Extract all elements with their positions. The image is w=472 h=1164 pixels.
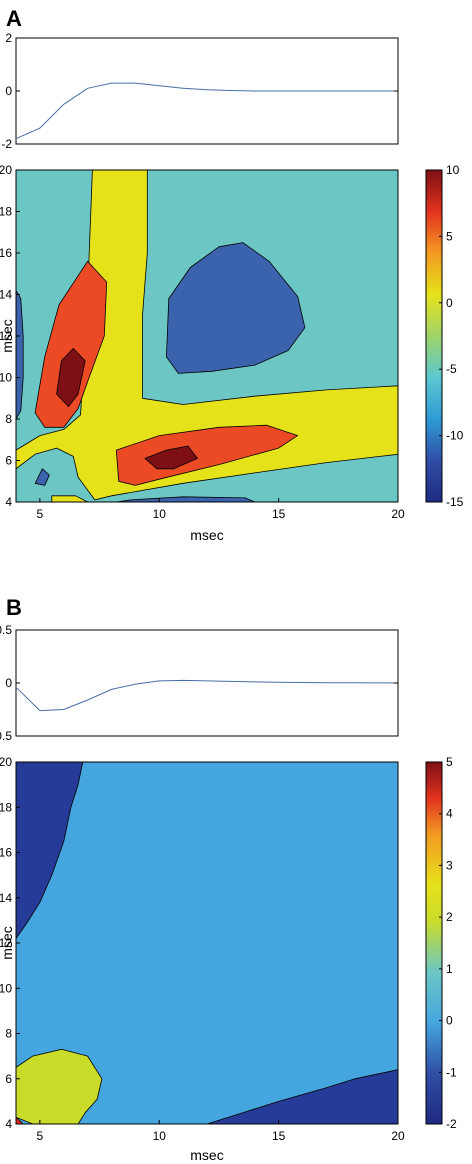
panel-b-line-series	[15, 679, 399, 712]
panel-b-contour-xtick-label: 20	[391, 1129, 405, 1143]
panel-b-contour-xtick-label: 10	[153, 1129, 167, 1143]
panel-b-contour-ytick-label: 16	[0, 846, 12, 860]
panel-a-contour-ytick-label: 6	[5, 454, 12, 468]
panel-b-contour-xtick-label: 5	[37, 1129, 44, 1143]
panel-b-contour-ytick-label: 14	[0, 891, 12, 905]
panel-a-colorbar-tick-label: -15	[446, 495, 464, 509]
panel-b-line-plot: -0.5 0 0.5	[0, 623, 399, 743]
panel-a-contour-region	[51, 495, 88, 502]
panel-b-colorbar-tick-label: 0	[446, 1014, 453, 1028]
panel-a-contour-region	[115, 496, 256, 502]
panel-a-contour-ytick-label: 10	[0, 371, 12, 385]
panel-a-line-ytick-label: -2	[1, 137, 12, 151]
panel-b-contour-plot: 4 6 8 10 12 14 16 18 20 5 10 15 20 msec msec	[0, 755, 405, 1163]
panel-b-contour-ytick-label: 20	[0, 755, 12, 769]
panel-b-colorbar-tick-label: 3	[446, 858, 453, 872]
panel-a-colorbar-tick-label: 0	[446, 296, 453, 310]
panel-a-contour-ytick-label: 16	[0, 246, 12, 260]
panel-b-line-ytick-label: 0.5	[0, 623, 12, 637]
panel-b-xlabel: msec	[190, 1147, 223, 1163]
panel-a-colorbar-tick-label: 5	[446, 229, 453, 243]
panel-a-colorbar-tick-label: 10	[446, 163, 460, 177]
panel-a-line-series	[15, 82, 398, 140]
panel-a-contour-region	[34, 260, 108, 428]
panel-b-colorbar-tick-label: 4	[446, 807, 453, 821]
panel-b-colorbar-tick-label: 5	[446, 755, 453, 769]
panel-b-contour-region	[16, 762, 84, 939]
panel-a-xlabel: msec	[190, 527, 223, 543]
panel-b-colorbar-tick-label: 2	[446, 910, 453, 924]
panel-a-colorbar-tick-label: -10	[446, 429, 464, 443]
panel-a-contour-ytick-label: 4	[5, 495, 12, 509]
panel-b-contour-region	[16, 1048, 103, 1124]
panel-b-line-ytick-label: 0	[5, 676, 12, 690]
panel-b-contour-ytick-label: 6	[5, 1072, 12, 1086]
panel-a-colorbar: -15 -10 -5 0 5 10	[425, 163, 464, 509]
panel-a-contour-xtick-label: 10	[153, 507, 167, 521]
panel-b-contour-region	[16, 1116, 24, 1124]
panel-b-colorbar: -2 -1 0 1 2 3 4 5	[425, 755, 457, 1131]
panel-a-ylabel: msec	[0, 319, 15, 352]
panel-a-contour-xtick-label: 20	[391, 507, 405, 521]
panel-b-contour-ytick-label: 8	[5, 1027, 12, 1041]
panel-a-colorbar-tick-label: -5	[446, 362, 457, 376]
panel-a-contour-ytick-label: 12	[0, 329, 12, 343]
panel-a-contour-region	[56, 347, 86, 408]
panel-a-line-ytick-label: 2	[5, 31, 12, 45]
panel-b-ylabel: msec	[0, 926, 15, 959]
panel-a-contour-plot: 4 6 8 10 12 14 16 18 20 5 10 15 20 msec msec	[0, 163, 405, 543]
panel-b-colorbar-tick-label: -1	[446, 1065, 457, 1079]
panel-a-line-ytick-label: 0	[5, 84, 12, 98]
panel-b-contour-ytick-label: 10	[0, 981, 12, 995]
panel-b-contour-xtick-label: 15	[272, 1129, 286, 1143]
panel-b-colorbar-tick-label: -2	[446, 1117, 457, 1131]
panel-a-contour-ytick-label: 8	[5, 412, 12, 426]
panel-b-contour-ytick-label: 4	[5, 1117, 12, 1131]
panel-a-contour-region	[165, 242, 306, 374]
panel-a-line-plot: -2 0 2	[1, 31, 399, 151]
panel-a-contour-region	[115, 424, 299, 486]
panel-a-label: A	[6, 6, 22, 31]
panel-b-colorbar-tick-label: 1	[446, 962, 453, 976]
panel-a-contour-region	[34, 468, 50, 486]
panel-a-colorbar-gradient	[425, 169, 443, 503]
panel-a-contour-ytick-label: 20	[0, 163, 12, 177]
panel-b-colorbar-gradient	[425, 761, 443, 1125]
panel-b-label: B	[6, 595, 22, 620]
panel-a-contour-ytick-label: 14	[0, 288, 12, 302]
panel-a-contour-region	[16, 289, 24, 420]
panel-b-line-ytick-label: -0.5	[0, 729, 12, 743]
panel-b-contour-ytick-label: 12	[0, 936, 12, 950]
panel-a-contour-ytick-label: 18	[0, 205, 12, 219]
panel-b-contour-ytick-label: 18	[0, 800, 12, 814]
panel-a-contour-xtick-label: 5	[37, 507, 44, 521]
panel-a-contour-xtick-label: 15	[272, 507, 286, 521]
panel-a-contour-region	[144, 445, 198, 470]
panel-b-contour-region	[206, 1069, 398, 1124]
